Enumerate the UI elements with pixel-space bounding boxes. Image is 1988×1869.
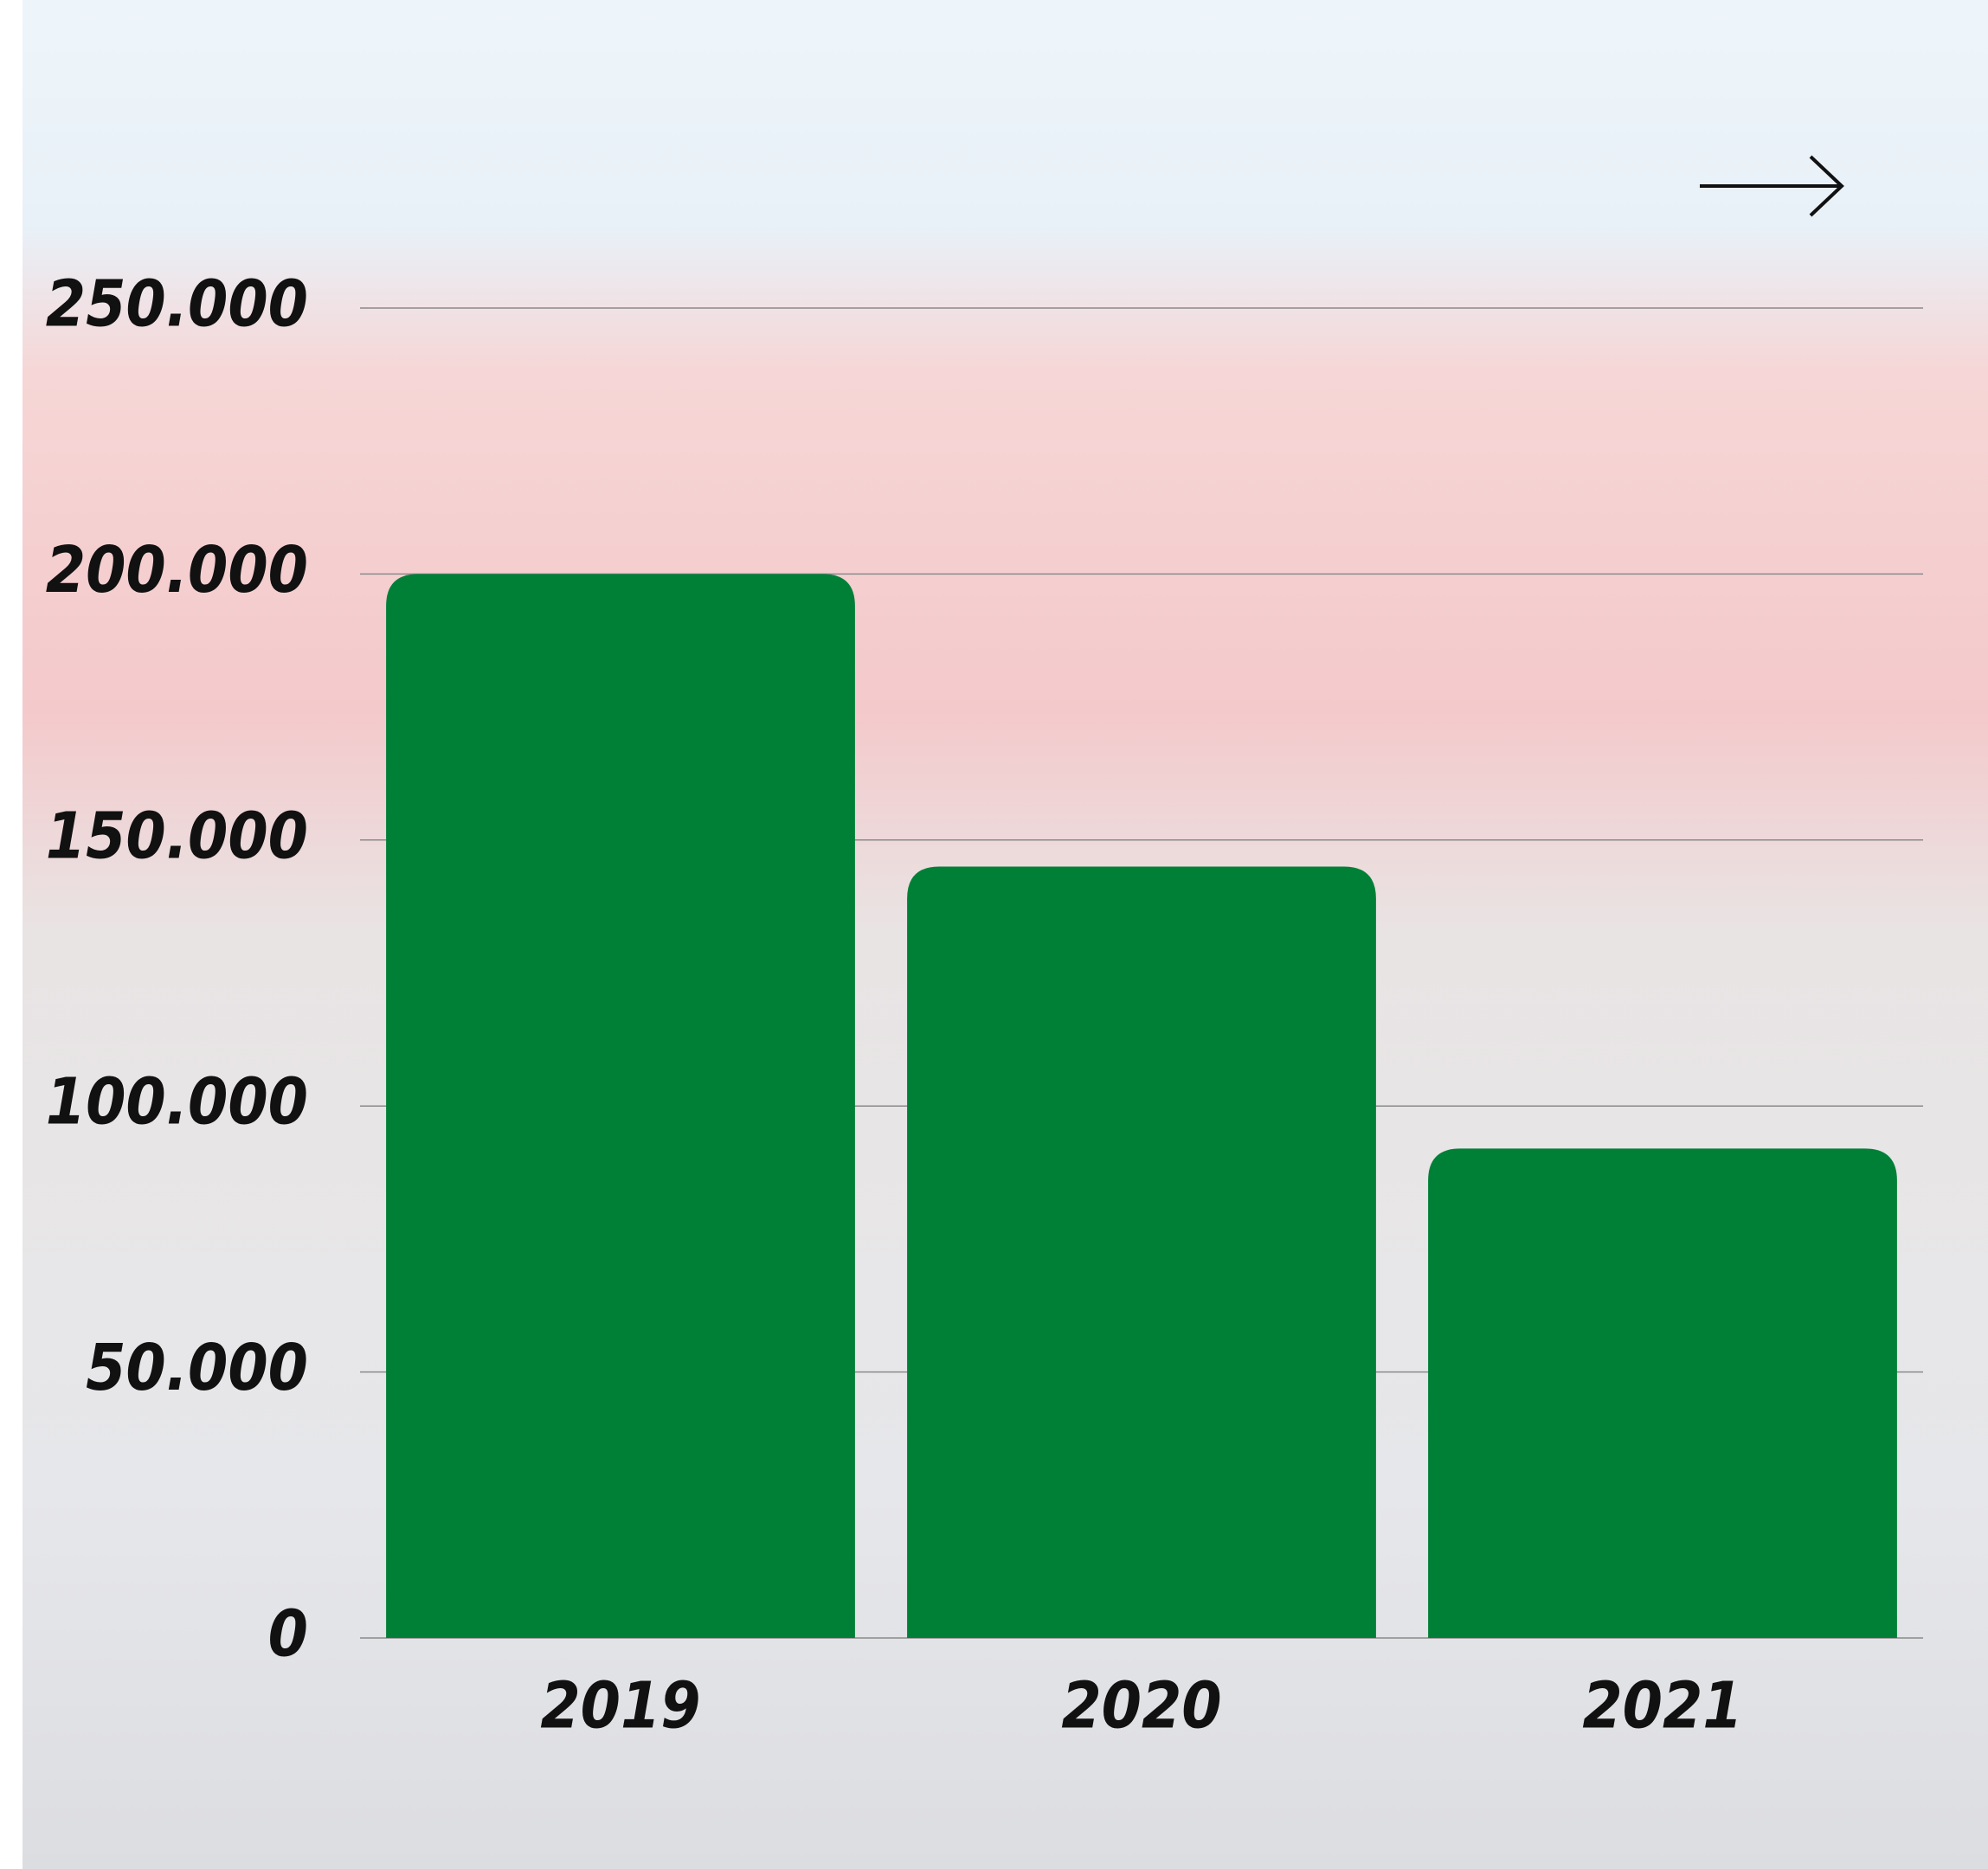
y-tick-label: 200.000: [46, 533, 308, 607]
y-tick-label: 250.000: [46, 267, 308, 342]
y-tick-label: 50.000: [86, 1331, 308, 1405]
x-tick-label: 2019: [540, 1669, 700, 1744]
x-tick-label: 2020: [1061, 1669, 1221, 1744]
y-tick-label: 0: [268, 1597, 308, 1672]
bar: [1428, 1148, 1897, 1638]
page: 0 50.000 100.000 150.000 200.000 250.000 2019 2…: [0, 0, 1988, 1869]
bar: [386, 574, 855, 1638]
chart: 0 50.000 100.000 150.000 200.000 250.000 2019 2…: [0, 0, 1988, 1869]
y-tick-label: 150.000: [46, 799, 308, 873]
bar: [907, 867, 1376, 1638]
x-tick-label: 2021: [1582, 1669, 1742, 1744]
y-tick-label: 100.000: [46, 1065, 308, 1140]
